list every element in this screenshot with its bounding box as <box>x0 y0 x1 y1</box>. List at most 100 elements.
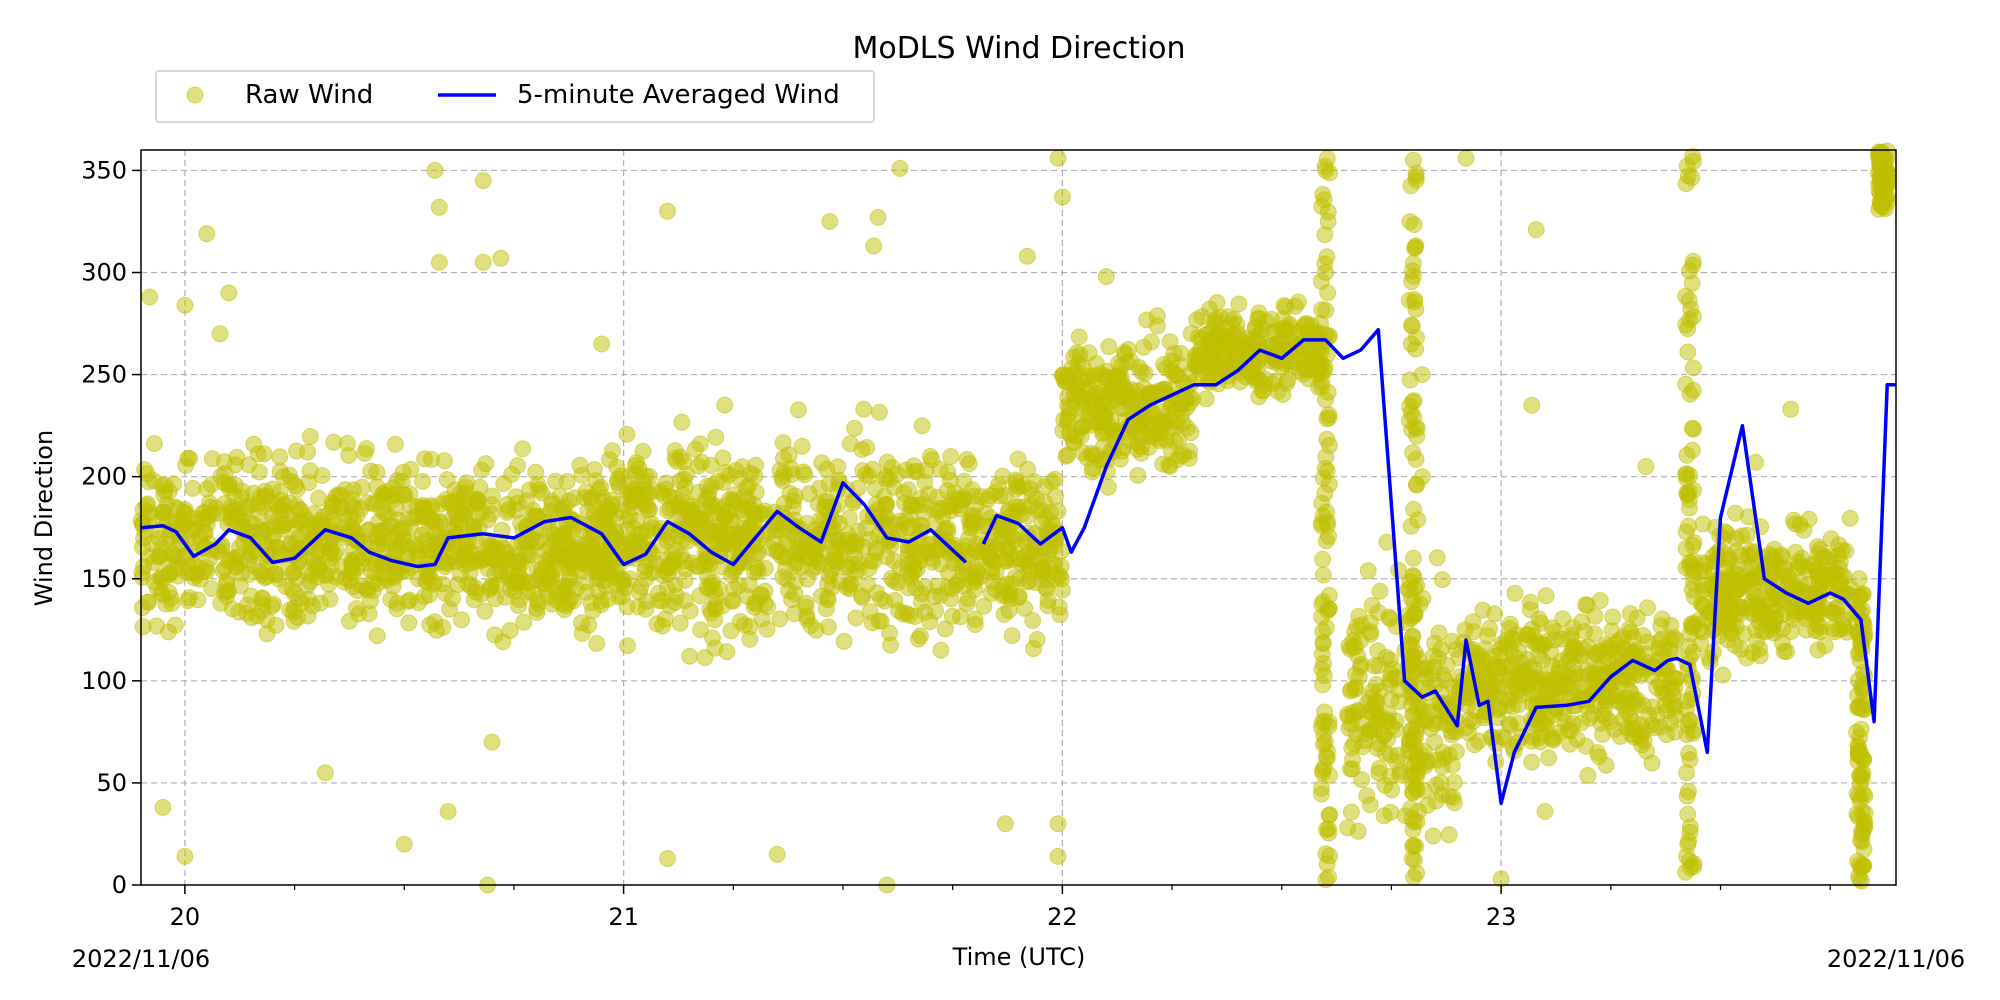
raw-wind-point <box>1550 679 1568 697</box>
raw-wind-point <box>503 465 521 483</box>
raw-wind-point <box>1055 411 1073 429</box>
raw-wind-point <box>1068 344 1086 362</box>
raw-wind-point <box>479 511 497 529</box>
raw-wind-point <box>226 456 244 474</box>
raw-wind-point <box>1436 671 1454 689</box>
raw-wind-point <box>968 514 986 532</box>
raw-wind-point <box>932 641 950 659</box>
raw-wind-point <box>1318 248 1336 266</box>
raw-wind-point <box>395 835 413 853</box>
raw-wind-point <box>453 611 470 629</box>
raw-wind-point <box>1800 510 1818 528</box>
raw-wind-point <box>1405 500 1423 518</box>
raw-wind-point <box>928 540 946 558</box>
raw-wind-point <box>1067 427 1085 445</box>
raw-wind-point <box>1685 588 1703 606</box>
raw-wind-point <box>615 535 633 553</box>
raw-wind-point <box>271 448 289 466</box>
raw-wind-point <box>556 601 573 619</box>
raw-wind-point <box>1315 191 1333 209</box>
raw-wind-point <box>707 428 725 446</box>
raw-wind-point <box>1782 400 1800 418</box>
raw-wind-point <box>1679 320 1697 338</box>
raw-wind-point <box>1546 631 1564 649</box>
raw-wind-point <box>1024 553 1042 571</box>
raw-wind-point <box>299 443 316 461</box>
raw-wind-point <box>251 488 269 506</box>
raw-wind-point <box>1564 715 1582 733</box>
raw-wind-point <box>402 460 420 478</box>
raw-wind-point <box>1197 390 1215 408</box>
raw-wind-point <box>784 499 802 516</box>
raw-wind-point <box>1321 847 1339 865</box>
raw-wind-point <box>741 630 759 648</box>
raw-wind-point <box>1528 668 1546 686</box>
raw-wind-point <box>1684 359 1702 377</box>
raw-wind-point <box>882 636 899 654</box>
raw-wind-point <box>395 486 413 504</box>
raw-wind-point <box>341 508 359 526</box>
raw-wind-point <box>1653 683 1671 701</box>
raw-wind-point <box>706 611 724 629</box>
raw-wind-point <box>198 225 216 243</box>
raw-wind-point <box>939 498 957 516</box>
raw-wind-point <box>952 608 970 626</box>
raw-wind-point <box>1053 188 1071 206</box>
raw-wind-point <box>658 551 676 569</box>
raw-wind-point <box>627 466 644 484</box>
raw-wind-point <box>556 533 574 551</box>
raw-wind-point <box>1387 753 1405 771</box>
raw-wind-point <box>1033 501 1051 519</box>
raw-wind-point <box>865 237 883 255</box>
raw-wind-point <box>1404 706 1422 724</box>
raw-wind-point <box>967 571 985 588</box>
raw-wind-point <box>883 569 901 587</box>
raw-wind-point <box>996 487 1014 505</box>
raw-wind-point <box>915 503 933 521</box>
raw-wind-point <box>1850 570 1868 588</box>
raw-wind-point <box>388 562 406 580</box>
raw-wind-point <box>1464 613 1482 631</box>
raw-wind-point <box>486 626 504 644</box>
raw-wind-point <box>899 547 917 565</box>
raw-wind-point <box>135 558 153 576</box>
raw-wind-point <box>776 548 794 566</box>
raw-wind-point <box>1038 580 1056 598</box>
raw-wind-point <box>159 554 177 572</box>
raw-wind-point <box>1684 256 1702 274</box>
raw-wind-point <box>136 461 154 479</box>
raw-wind-point <box>818 589 836 607</box>
raw-wind-point <box>994 467 1012 485</box>
raw-wind-point <box>587 472 605 490</box>
raw-wind-point <box>618 425 636 443</box>
raw-wind-point <box>660 487 678 505</box>
raw-wind-point <box>1180 449 1198 467</box>
raw-wind-point <box>410 594 427 612</box>
raw-wind-point <box>1590 748 1608 766</box>
raw-wind-point <box>1097 268 1115 286</box>
y-tick-label: 300 <box>81 259 127 287</box>
raw-wind-point <box>1317 821 1335 838</box>
raw-wind-point <box>1313 373 1331 391</box>
raw-wind-point <box>301 573 319 591</box>
raw-wind-point <box>823 560 841 578</box>
raw-wind-point <box>253 602 271 620</box>
raw-wind-point <box>1344 751 1361 768</box>
raw-wind-point <box>835 633 853 650</box>
raw-wind-point <box>1413 468 1431 486</box>
raw-wind-point <box>1136 364 1154 382</box>
raw-wind-point <box>1684 643 1702 661</box>
raw-wind-point <box>426 613 444 631</box>
legend-frame <box>155 70 875 123</box>
raw-wind-point <box>846 419 864 437</box>
raw-wind-point <box>300 522 318 540</box>
raw-wind-point <box>1320 406 1338 424</box>
raw-wind-point <box>1314 764 1332 782</box>
raw-wind-point <box>1401 397 1418 415</box>
raw-wind-point <box>1841 509 1859 527</box>
x-tick-label: 21 <box>608 903 639 931</box>
raw-wind-point <box>1010 589 1027 606</box>
raw-wind-point <box>1526 635 1544 653</box>
raw-wind-point <box>1678 446 1696 464</box>
raw-wind-point <box>1047 487 1065 505</box>
